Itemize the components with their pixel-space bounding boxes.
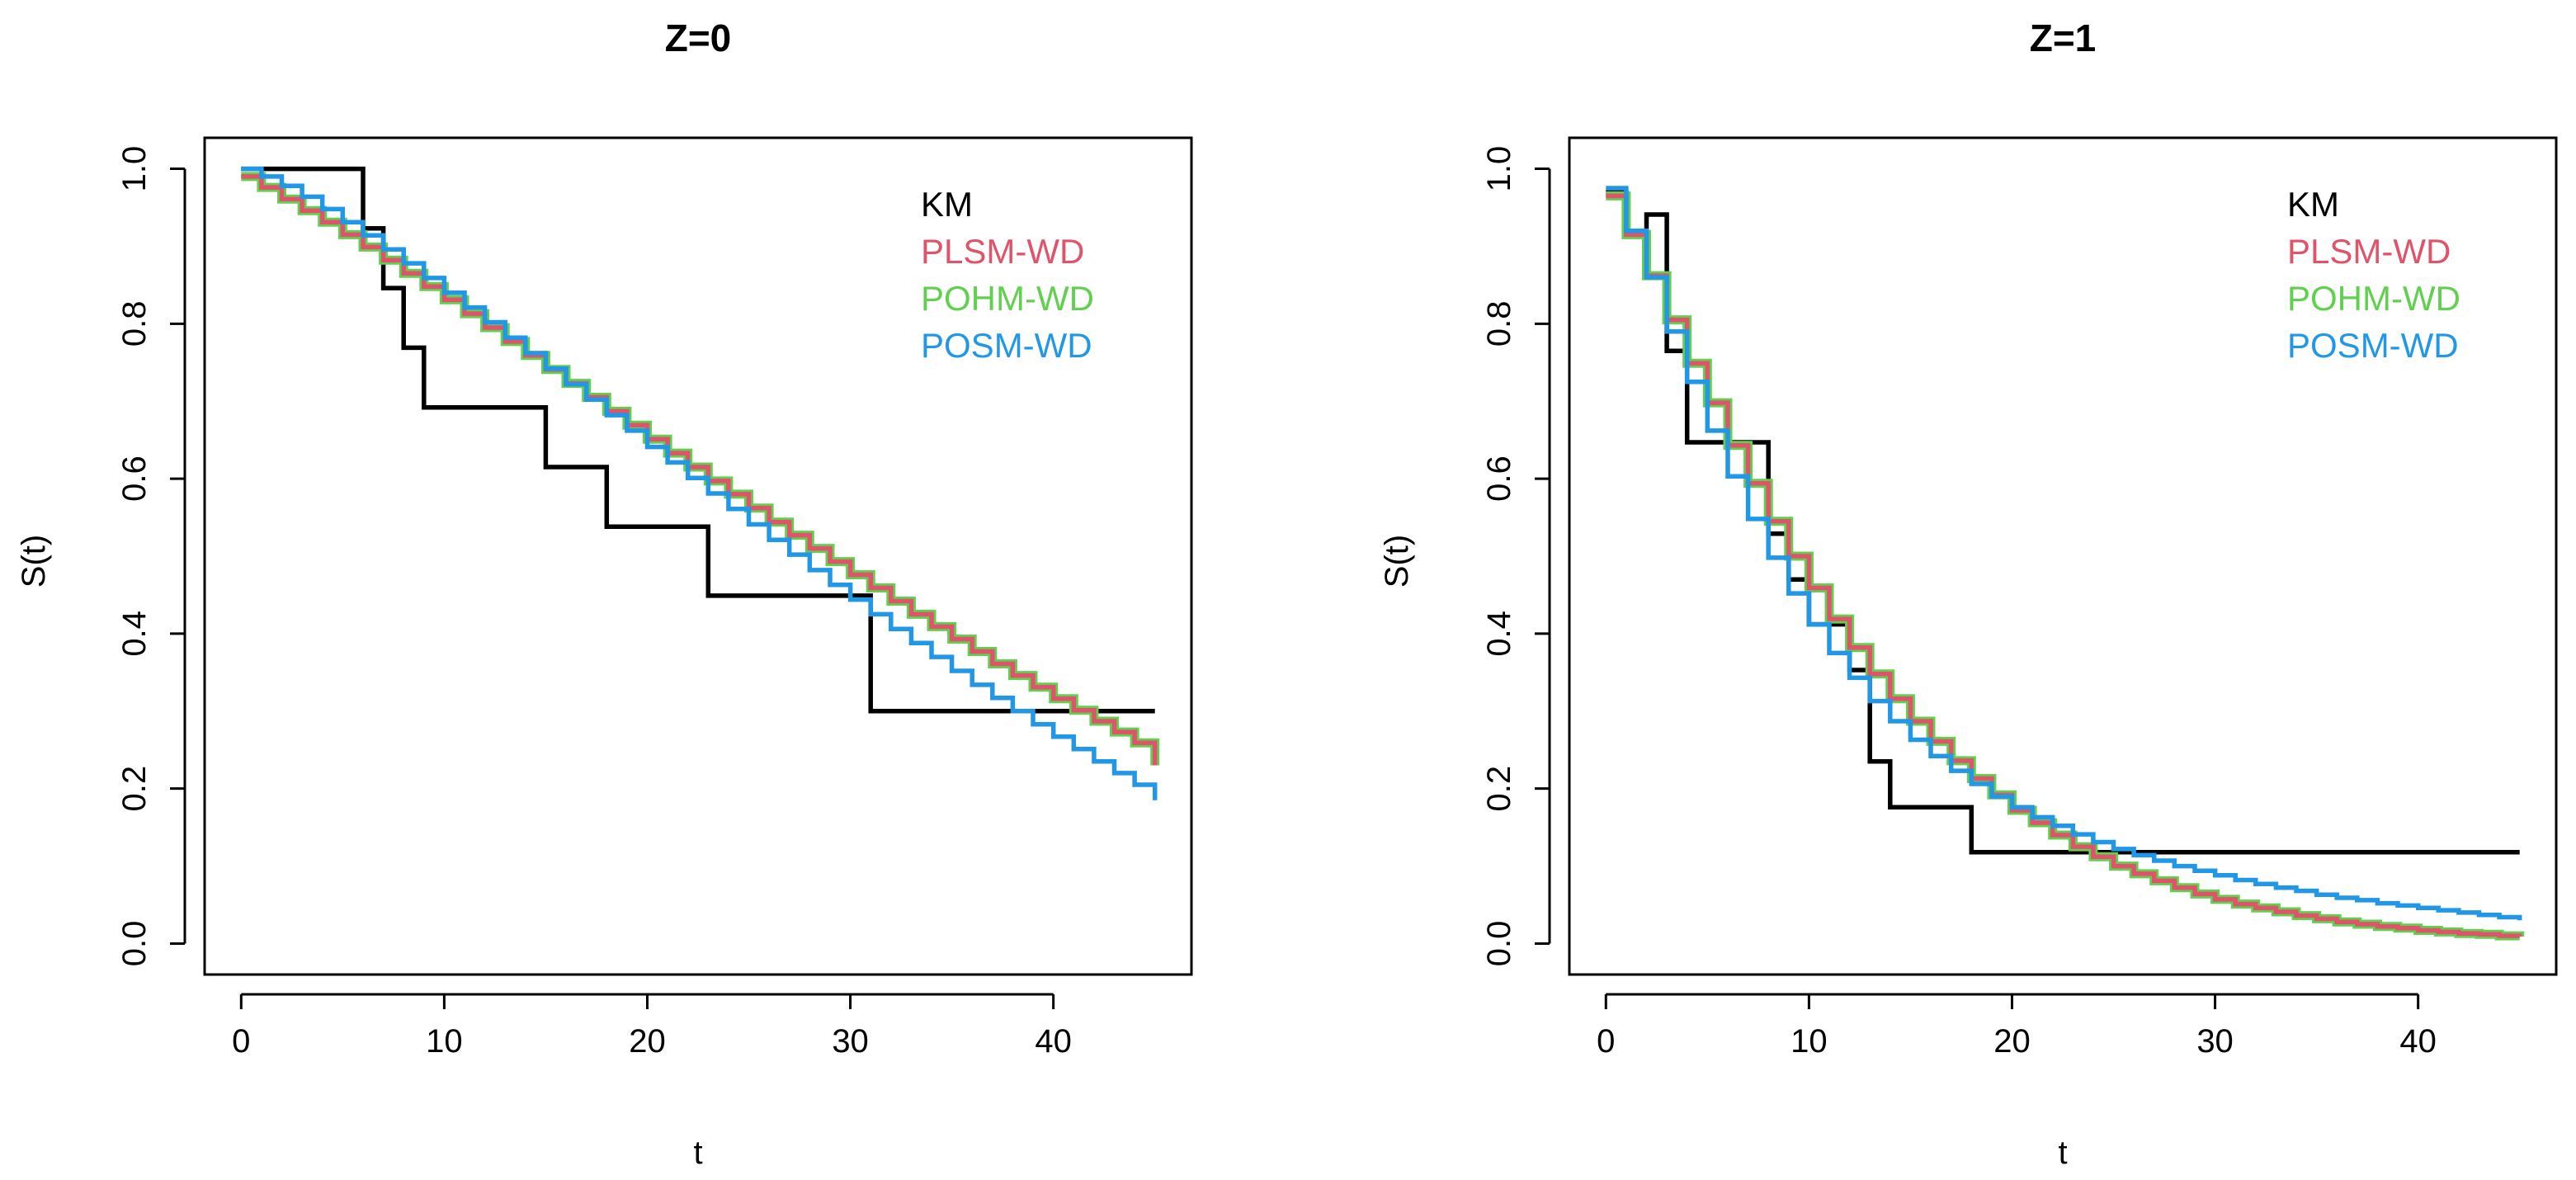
x-tick-label: 10 <box>426 1023 463 1060</box>
legend-entry-pohm-wd: POHM-WD <box>2287 279 2460 318</box>
y-tick-label: 0.8 <box>1481 301 1517 347</box>
legend-entry-km: KM <box>921 185 973 224</box>
plot-frame <box>1568 136 2558 976</box>
y-tick-label: 0.2 <box>1481 766 1517 812</box>
series-line-posm-wd <box>1606 186 2522 921</box>
legend-entry-pohm-wd: POHM-WD <box>921 279 1094 318</box>
x-tick-label: 40 <box>1035 1023 1072 1060</box>
x-axis-label: t <box>2058 1135 2067 1171</box>
panel-z0: Z=0 t S(t) 0 10 20 30 40 0.00.20.40.60.81.0 … <box>16 17 1193 1171</box>
y-tick-label: 1.0 <box>1481 146 1517 192</box>
x-tick-label: 40 <box>2399 1023 2437 1060</box>
series-layer <box>241 166 1160 800</box>
x-tick-label: 20 <box>629 1023 666 1060</box>
y-tick-label: 0.6 <box>116 455 153 502</box>
y-tick-label: 1.0 <box>116 146 153 192</box>
panel-title: Z=0 <box>665 17 732 59</box>
plot-frame <box>203 136 1193 976</box>
series-line-km <box>241 166 1155 714</box>
x-tick-label: 0 <box>1597 1023 1615 1060</box>
x-tick-label: 0 <box>232 1023 250 1060</box>
y-axis: 0.0 0.2 0.4 0.6 0.8 1.0 <box>116 146 186 967</box>
y-tick-label: 0.6 <box>1481 455 1517 502</box>
panel-title: Z=1 <box>2030 17 2097 59</box>
y-tick-label: 0.0 <box>1481 921 1517 967</box>
y-tick-label: 0.2 <box>116 766 153 812</box>
legend-entry-km: KM <box>2287 185 2339 224</box>
x-axis: 0 10 20 30 40 <box>1597 993 2437 1060</box>
x-axis: 0 10 20 30 40 <box>232 993 1072 1060</box>
y-axis-label: S(t) <box>1379 535 1415 588</box>
y-tick-label: 0.8 <box>116 301 153 347</box>
x-tick-label: 30 <box>2196 1023 2234 1060</box>
legend: KM PLSM-WD POHM-WD POSM-WD <box>921 185 1094 365</box>
panel-z1: Z=1 t S(t) 0 10 20 30 40 0.00.20.40.60.81.0 … <box>1379 17 2558 1171</box>
series-line-posm-wd <box>241 166 1158 800</box>
y-tick-label: 0.0 <box>116 921 153 967</box>
x-tick-label: 20 <box>1993 1023 2031 1060</box>
y-tick-label: 0.4 <box>1481 611 1517 657</box>
legend-entry-plsm-wd: PLSM-WD <box>921 232 1084 271</box>
legend-entry-posm-wd: POSM-WD <box>921 326 1092 365</box>
x-tick-label: 30 <box>832 1023 869 1060</box>
x-tick-label: 10 <box>1790 1023 1828 1060</box>
x-axis-label: t <box>693 1135 702 1171</box>
series-layer <box>1606 186 2525 941</box>
y-axis-label: S(t) <box>16 535 52 588</box>
legend-entry-posm-wd: POSM-WD <box>2287 326 2459 365</box>
y-axis: 0.0 0.2 0.4 0.6 0.8 1.0 <box>1481 146 1551 967</box>
y-tick-label: 0.4 <box>116 611 153 657</box>
legend: KM PLSM-WD POHM-WD POSM-WD <box>2287 185 2460 365</box>
legend-entry-plsm-wd: PLSM-WD <box>2287 232 2451 271</box>
